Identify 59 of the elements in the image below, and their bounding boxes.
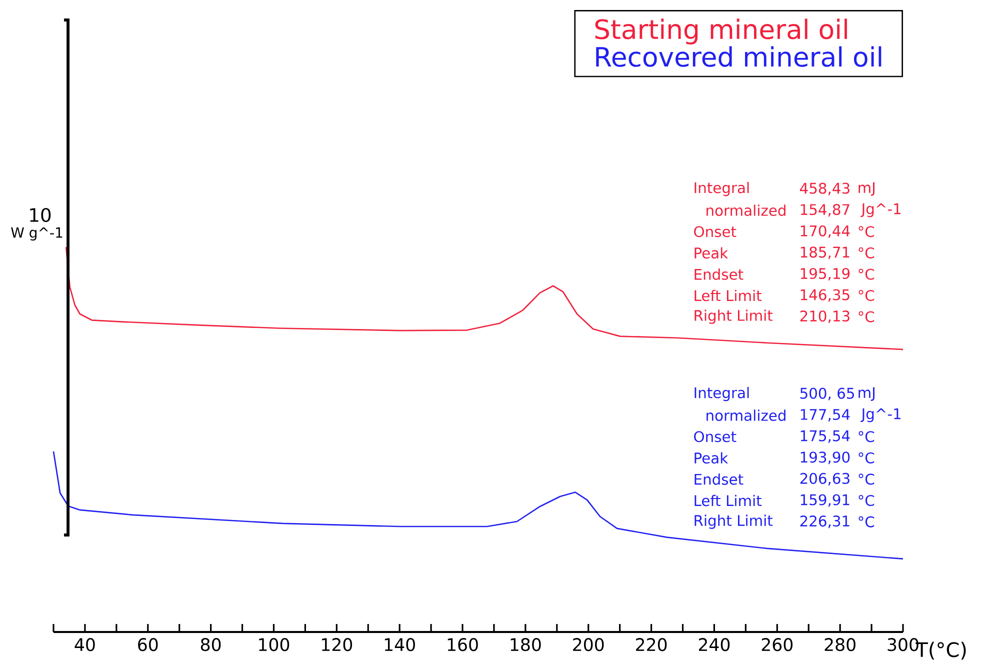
annotation: °C: [858, 311, 874, 322]
annotation: Endset: [694, 268, 744, 280]
text: 154,87: [800, 204, 850, 217]
annotation: 206,63: [800, 472, 850, 486]
x-tick-label: 260: [762, 638, 793, 652]
x-tick-label: 100: [259, 638, 290, 652]
x-tick-label: 60: [138, 638, 158, 652]
text: 458,43: [800, 182, 850, 196]
annotation: 500, 65: [800, 388, 854, 400]
annotation: Peak: [694, 247, 728, 259]
annotation: °C: [858, 290, 874, 302]
text: 10: [30, 208, 51, 222]
annotation: °C: [858, 431, 874, 442]
annotation: 177,54: [800, 409, 850, 422]
annotation: °C: [858, 268, 874, 280]
annotation: Integral: [694, 386, 749, 402]
annotation: 175,54: [800, 430, 850, 443]
annotation: °C: [858, 516, 874, 528]
x-tick-label: 80: [200, 638, 221, 652]
x-tick-label: 120: [322, 638, 352, 652]
annotation: °C: [858, 452, 874, 464]
x-tick-label: 240: [698, 638, 730, 652]
annotation: mJ: [858, 387, 874, 401]
annotation: Left Limit: [694, 290, 762, 302]
x-tick-label: 140: [384, 638, 415, 652]
annotation: Endset: [694, 474, 744, 485]
annotation: normalized: [706, 410, 786, 421]
x-tick-label: 220: [636, 638, 667, 652]
annotation: Onset: [694, 431, 736, 442]
annotation: °C: [858, 494, 874, 506]
annotation: 195,19: [800, 268, 850, 281]
annotation: Jg^-1: [860, 408, 900, 422]
text: normalized: [706, 204, 786, 216]
text: W g^-1: [11, 227, 62, 241]
text: 170,44: [800, 225, 850, 238]
x-tick-label: 40: [74, 638, 95, 652]
text: Starting mineral oil: [595, 18, 847, 44]
x-tick-label: 180: [510, 638, 541, 652]
annotation: 210,13: [800, 310, 850, 324]
annotation: 193,90: [800, 452, 850, 464]
text: Integral: [694, 182, 749, 196]
annotation: 185,71: [800, 246, 850, 260]
annotation: Right Limit: [694, 310, 773, 324]
x-tick-label: 200: [573, 638, 604, 652]
annotation: Right Limit: [694, 514, 773, 529]
text: mJ: [858, 182, 874, 196]
annotation: 159,91: [800, 494, 850, 507]
annotation: Peak: [694, 452, 728, 464]
x-tick-label: 280: [824, 638, 856, 652]
text: °C: [858, 226, 874, 238]
x-tick-label: 160: [448, 638, 478, 652]
text: Jg^-1: [860, 203, 900, 218]
text: Onset: [694, 226, 736, 238]
annotation: 226,31: [800, 515, 850, 528]
text: Recovered mineral oil: [596, 46, 882, 67]
annotation: Left Limit: [694, 494, 762, 506]
annotation: °C: [858, 247, 874, 258]
annotation: 146,35: [800, 289, 850, 302]
annotation: °C: [858, 474, 874, 485]
